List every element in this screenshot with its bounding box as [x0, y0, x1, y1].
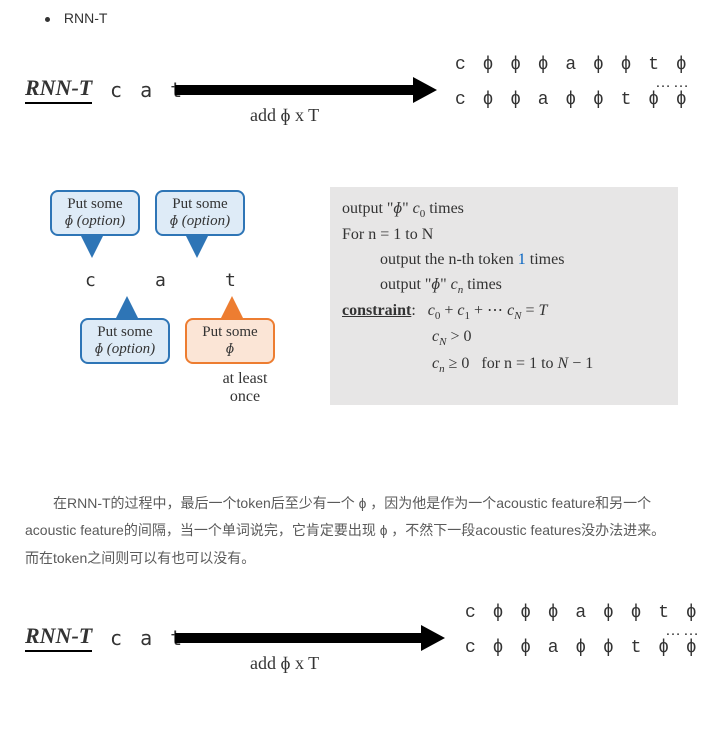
pointer-down-icon: [185, 234, 209, 258]
algo-line-6: cN > 0: [432, 325, 666, 351]
bubble-text: Put some: [60, 196, 130, 213]
bubble-text: Put some: [195, 324, 265, 341]
figure-top: RNN-T c a t add ɸ x T c ɸ ɸ ɸ a ɸ ɸ t ɸ …: [25, 60, 675, 160]
algo-line-4: output "ɸ" cn times: [380, 273, 666, 299]
pointer-up-icon: [220, 296, 244, 320]
cat-token-text: c a t: [110, 626, 185, 650]
token-t: t: [225, 270, 236, 291]
ellipsis-icon: ……: [655, 74, 691, 92]
bubble-top-left: Put some ɸ (option): [50, 190, 140, 236]
bubble-text: ɸ (option): [165, 213, 235, 230]
algo-line-1: output "ɸ" c0 times: [342, 197, 666, 223]
bubble-text: ɸ: [195, 341, 265, 358]
algo-line-3: output the n-th token 1 times: [380, 248, 666, 273]
arrow-caption: add ɸ x T: [250, 105, 319, 126]
output-seq-1: c ɸ ɸ ɸ a ɸ ɸ t ɸ: [465, 603, 700, 623]
bullet-item: RNN-T: [45, 10, 107, 26]
bubble-text: ɸ (option): [60, 213, 130, 230]
pointer-down-icon: [80, 234, 104, 258]
rnnt-label: RNN-T: [25, 75, 92, 104]
rnnt-label: RNN-T: [25, 623, 92, 652]
ellipsis-icon: ……: [665, 622, 701, 640]
pointer-up-icon: [115, 296, 139, 320]
output-seq-2: c ɸ ɸ a ɸ ɸ t ɸ ɸ: [455, 90, 690, 110]
bubble-bot-right: Put some ɸ: [185, 318, 275, 364]
algorithm-box: output "ɸ" c0 times For n = 1 to N outpu…: [330, 187, 678, 405]
bubble-text: Put some: [90, 324, 160, 341]
algo-line-2: For n = 1 to N: [342, 223, 666, 248]
at-least-once-label: at least once: [205, 370, 285, 406]
figure-bottom: RNN-T c a t add ɸ x T c ɸ ɸ ɸ a ɸ ɸ t ɸ …: [25, 608, 685, 708]
explanation-paragraph: 在RNN-T的过程中，最后一个token后至少有一个 ɸ ，因为他是作为一个ac…: [25, 490, 675, 572]
bubble-text: ɸ (option): [90, 341, 160, 358]
token-a: a: [155, 270, 166, 291]
paragraph-text: 在RNN-T的过程中，最后一个token后至少有一个 ɸ ，因为他是作为一个ac…: [25, 495, 665, 566]
algo-line-5: constraint: c0 + c1 + ⋯ cN = T: [342, 299, 666, 325]
output-seq-1: c ɸ ɸ ɸ a ɸ ɸ t ɸ: [455, 55, 690, 75]
bubble-top-right: Put some ɸ (option): [155, 190, 245, 236]
token-c: c: [85, 270, 96, 291]
output-seq-2: c ɸ ɸ a ɸ ɸ t ɸ ɸ: [465, 638, 700, 658]
bubble-text: Put some: [165, 196, 235, 213]
bullet-label: RNN-T: [64, 10, 108, 26]
arrow-caption: add ɸ x T: [250, 653, 319, 674]
algo-line-7: cn ≥ 0 for n = 1 to N − 1: [432, 352, 666, 378]
bubble-bot-left: Put some ɸ (option): [80, 318, 170, 364]
bullet-dot-icon: [45, 17, 50, 22]
cat-token-text: c a t: [110, 78, 185, 102]
